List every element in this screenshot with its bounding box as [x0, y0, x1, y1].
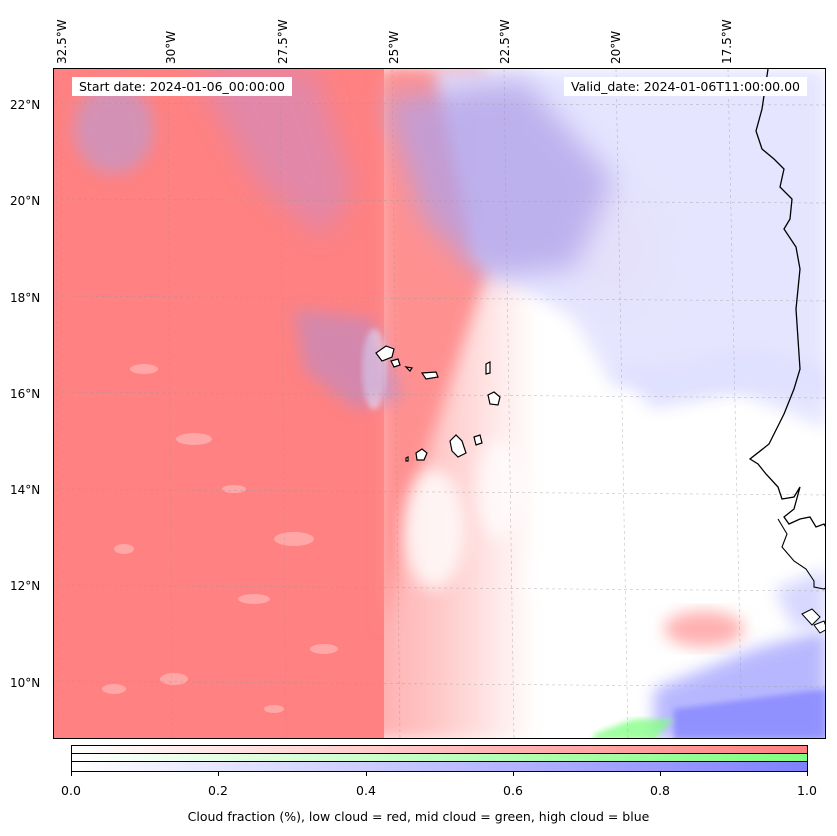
lon-label-25w: 25°W — [387, 30, 401, 64]
lat-label-22n: 22°N — [10, 98, 41, 112]
colorbar-tick-label: 0.4 — [356, 783, 376, 798]
map-canvas — [54, 69, 825, 738]
colorbar-tick-label: 1.0 — [797, 783, 817, 798]
start-date-label: Start date: 2024-01-06_00:00:00 — [72, 77, 292, 96]
lon-label-20w: 20°W — [609, 30, 623, 64]
colorbar-low-cloud — [72, 746, 807, 754]
african-coastline — [748, 69, 825, 528]
lon-label-17-5w: 17.5°W — [720, 19, 734, 64]
colorbar-tick-label: 0.0 — [61, 783, 81, 798]
lon-label-27-5w: 27.5°W — [276, 19, 290, 64]
colorbar-tick — [513, 772, 514, 776]
colorbar-high-cloud — [72, 762, 807, 771]
mid-cloud-field — [594, 719, 674, 738]
lat-label-10n: 10°N — [10, 676, 41, 690]
colorbar-mid-cloud — [72, 754, 807, 762]
colorbar-tick-label: 0.8 — [650, 783, 670, 798]
lon-label-32-5w: 32.5°W — [55, 19, 69, 64]
valid-date-label: Valid_date: 2024-01-06T11:00:00.00 — [563, 77, 807, 96]
lon-label-22-5w: 22.5°W — [498, 19, 512, 64]
cape-verde-islands — [375, 345, 501, 462]
lat-label-12n: 12°N — [10, 579, 41, 593]
colorbar-tick — [807, 772, 808, 776]
graticule — [54, 69, 825, 738]
coastline-south — [777, 518, 825, 590]
colorbar-tick — [71, 772, 72, 776]
bissagos-islands — [801, 608, 825, 634]
colorbar-label: Cloud fraction (%), low cloud = red, mid… — [187, 809, 650, 824]
lat-label-20n: 20°N — [10, 194, 41, 208]
lat-label-16n: 16°N — [10, 387, 41, 401]
colorbar-tick-label: 0.2 — [208, 783, 228, 798]
colorbar-tick — [366, 772, 367, 776]
lat-label-18n: 18°N — [10, 291, 41, 305]
colorbar-tick-label: 0.6 — [503, 783, 523, 798]
lat-label-14n: 14°N — [10, 483, 41, 497]
colorbar-tick — [660, 772, 661, 776]
colorbar — [71, 745, 808, 772]
colorbar-tick — [218, 772, 219, 776]
cloud-fraction-map: Start date: 2024-01-06_00:00:00 Valid_da… — [53, 68, 826, 739]
lon-label-30w: 30°W — [164, 30, 178, 64]
